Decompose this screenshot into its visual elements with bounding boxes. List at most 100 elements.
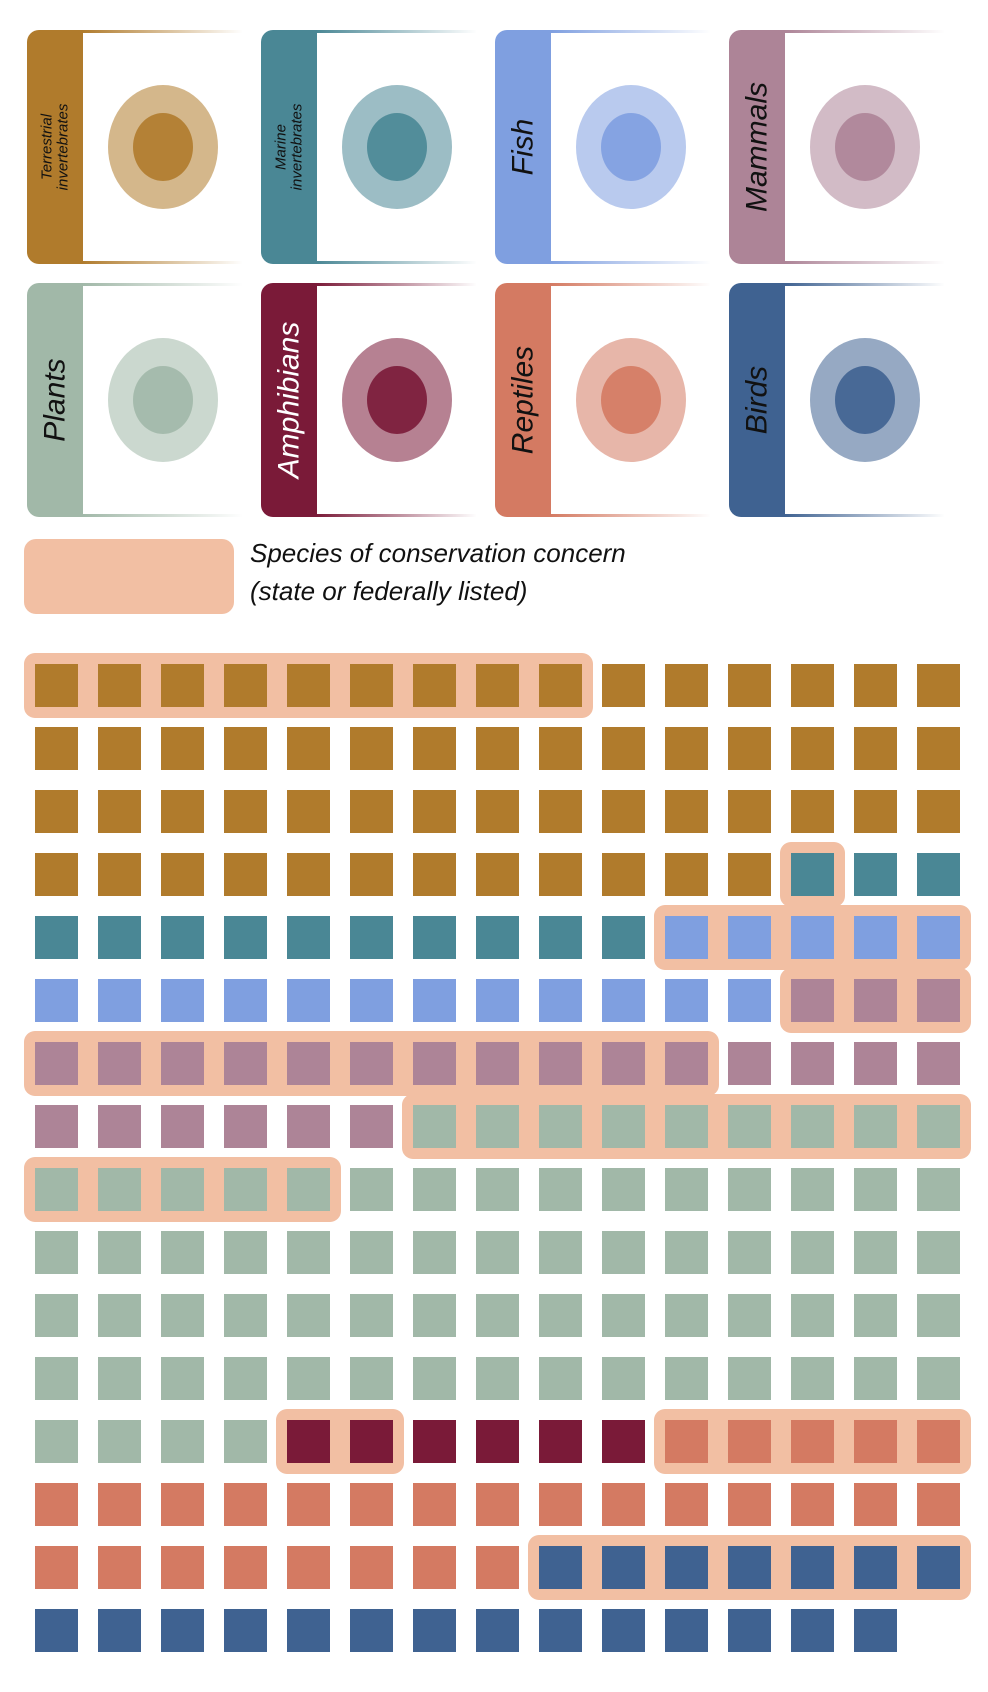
category-card: Terrestrial invertebrates	[27, 30, 242, 264]
species-square	[98, 1546, 141, 1589]
species-square	[350, 916, 393, 959]
species-square	[665, 1105, 708, 1148]
species-square	[476, 1105, 519, 1148]
species-square	[413, 664, 456, 707]
species-square	[350, 1294, 393, 1337]
species-square	[854, 1105, 897, 1148]
species-square	[413, 1483, 456, 1526]
species-square	[413, 1168, 456, 1211]
species-square	[476, 727, 519, 770]
species-square	[728, 727, 771, 770]
species-square	[476, 1609, 519, 1652]
card-tab: Reptiles	[495, 283, 551, 517]
species-square	[98, 664, 141, 707]
legend-text: Species of conservation concern	[250, 538, 626, 568]
species-square	[224, 727, 267, 770]
species-square	[476, 664, 519, 707]
species-square	[287, 664, 330, 707]
species-square	[287, 1609, 330, 1652]
species-square	[350, 1546, 393, 1589]
species-square	[287, 1231, 330, 1274]
species-square	[161, 1105, 204, 1148]
species-square	[413, 853, 456, 896]
species-square	[224, 1294, 267, 1337]
category-label: Terrestrial invertebrates	[38, 103, 71, 191]
species-square	[476, 790, 519, 833]
species-square	[602, 1420, 645, 1463]
species-square	[350, 1042, 393, 1085]
species-square	[476, 979, 519, 1022]
species-square	[350, 979, 393, 1022]
species-square	[287, 979, 330, 1022]
species-square	[917, 1483, 960, 1526]
illustration	[551, 283, 710, 517]
species-square	[539, 1105, 582, 1148]
species-square	[791, 916, 834, 959]
species-square	[602, 1168, 645, 1211]
species-square	[224, 1042, 267, 1085]
species-square	[917, 1105, 960, 1148]
species-square	[665, 727, 708, 770]
species-square	[98, 727, 141, 770]
category-card: Plants	[27, 283, 242, 517]
illustration	[83, 283, 242, 517]
species-square	[539, 1357, 582, 1400]
species-square	[665, 1231, 708, 1274]
species-square	[728, 1105, 771, 1148]
species-square	[161, 1483, 204, 1526]
species-square	[35, 1105, 78, 1148]
species-square	[791, 1294, 834, 1337]
species-square	[791, 664, 834, 707]
species-square	[791, 1168, 834, 1211]
species-square	[602, 664, 645, 707]
species-square	[917, 664, 960, 707]
species-square	[98, 853, 141, 896]
species-square	[665, 1546, 708, 1589]
species-square	[917, 979, 960, 1022]
species-square	[35, 1168, 78, 1211]
species-square	[476, 1420, 519, 1463]
species-square	[476, 853, 519, 896]
species-square	[224, 1357, 267, 1400]
species-square	[728, 979, 771, 1022]
species-square	[98, 1231, 141, 1274]
species-square	[917, 1420, 960, 1463]
species-square	[728, 1609, 771, 1652]
species-square	[728, 1231, 771, 1274]
species-square	[98, 1294, 141, 1337]
species-square	[350, 853, 393, 896]
species-square	[539, 1231, 582, 1274]
animal-icon	[810, 338, 920, 462]
species-square	[539, 1294, 582, 1337]
species-square	[35, 1231, 78, 1274]
species-square	[539, 790, 582, 833]
species-square	[161, 664, 204, 707]
species-square	[602, 1357, 645, 1400]
species-square	[161, 1168, 204, 1211]
species-square	[854, 664, 897, 707]
species-square	[161, 979, 204, 1022]
species-square	[161, 1546, 204, 1589]
species-square	[602, 1231, 645, 1274]
species-square	[917, 1042, 960, 1085]
species-square	[350, 1168, 393, 1211]
card-tab: Birds	[729, 283, 785, 517]
species-square	[854, 1357, 897, 1400]
species-square	[728, 1420, 771, 1463]
card-tab: Mammals	[729, 30, 785, 264]
species-square	[854, 979, 897, 1022]
species-square	[791, 1231, 834, 1274]
species-square	[728, 1357, 771, 1400]
species-square	[35, 1042, 78, 1085]
species-square	[224, 979, 267, 1022]
species-square	[287, 1042, 330, 1085]
animal-icon	[810, 85, 920, 209]
species-square	[602, 1546, 645, 1589]
species-square	[728, 1042, 771, 1085]
species-square	[413, 790, 456, 833]
species-square	[791, 1546, 834, 1589]
animal-icon	[342, 85, 452, 209]
species-square	[98, 979, 141, 1022]
illustration	[83, 30, 242, 264]
category-label: Fish	[506, 118, 540, 176]
